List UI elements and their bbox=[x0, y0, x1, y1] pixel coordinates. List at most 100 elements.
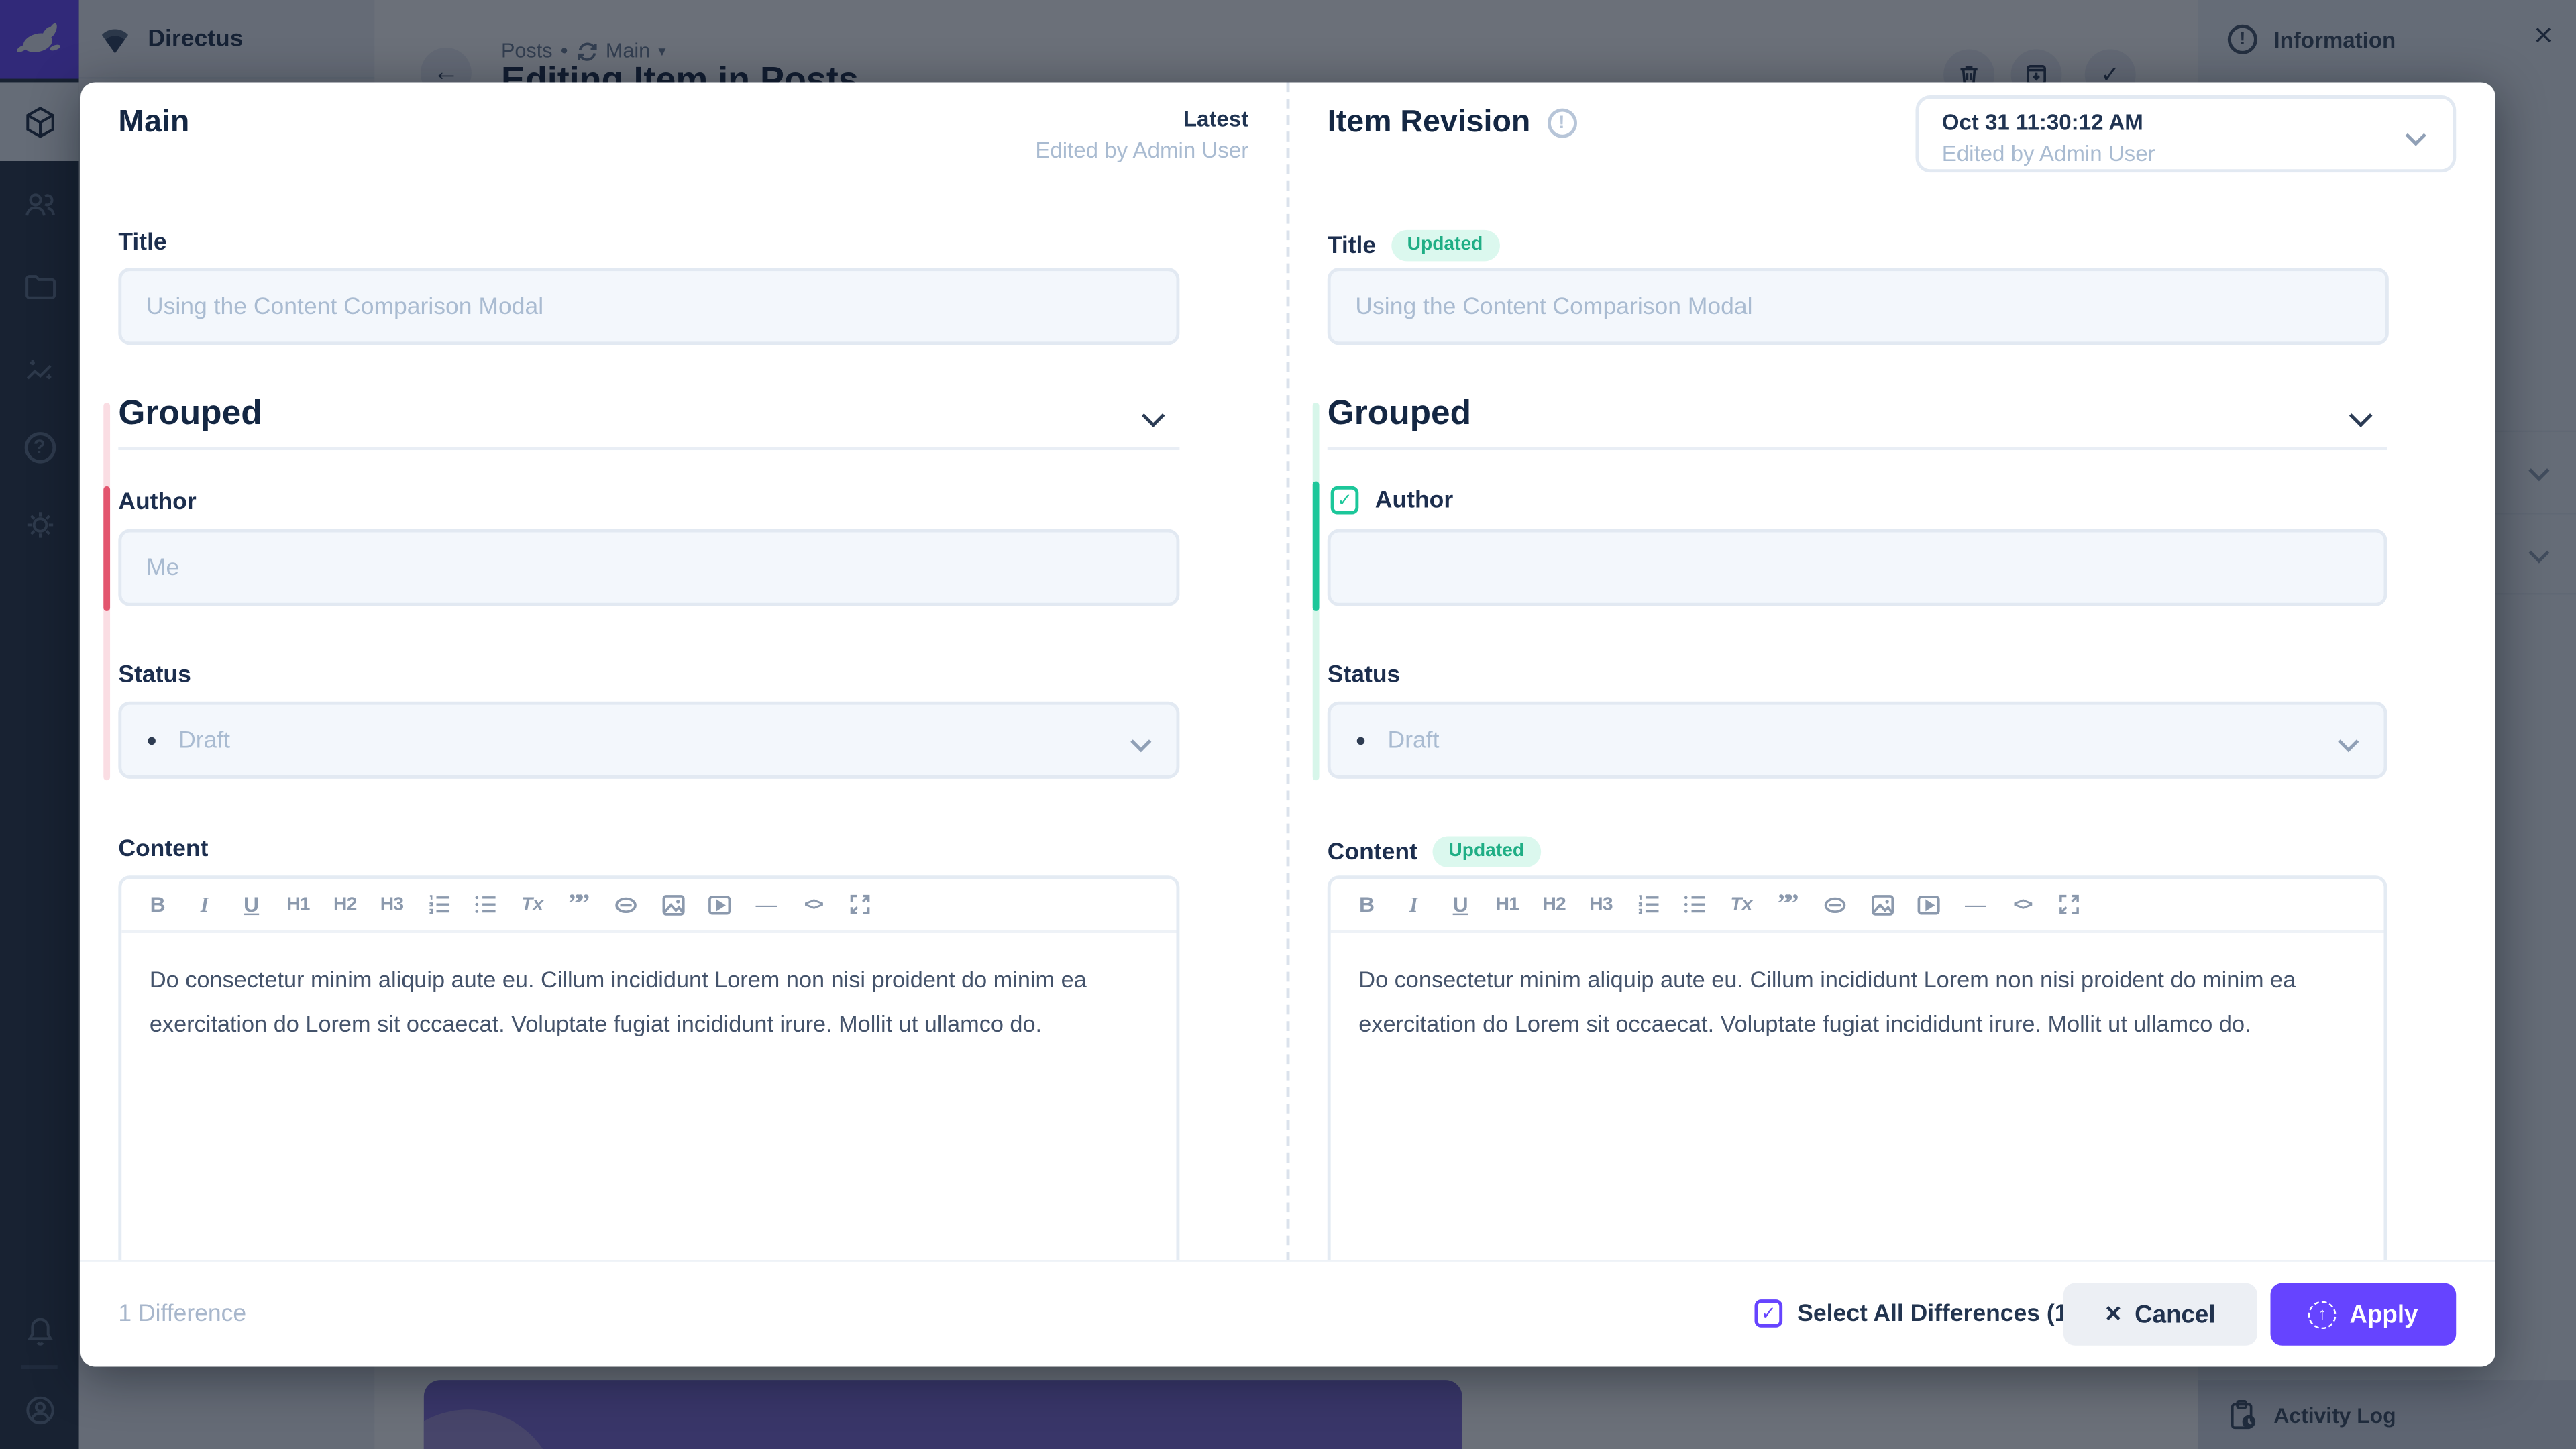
blockquote-button[interactable]: ”” bbox=[1777, 890, 1799, 918]
h2-button[interactable]: H2 bbox=[1542, 894, 1566, 914]
apply-label: Apply bbox=[2349, 1300, 2418, 1329]
version-meta: Latest Edited by Admin User bbox=[1035, 107, 1248, 162]
link-icon[interactable] bbox=[1820, 892, 1849, 918]
cancel-x-icon: × bbox=[2105, 1297, 2122, 1330]
edited-by-label: Edited by Admin User bbox=[1035, 138, 1249, 163]
content-field-label: Content Updated bbox=[1327, 836, 1541, 868]
difference-count: 1 Difference bbox=[118, 1301, 247, 1328]
clear-format-button[interactable]: Tx bbox=[521, 894, 543, 914]
grouped-section-heading: Grouped bbox=[118, 394, 262, 433]
h3-button[interactable]: H3 bbox=[380, 894, 404, 914]
content-editor[interactable]: B I U H1 H2 H3 Tx bbox=[1327, 875, 2387, 1262]
rich-text-toolbar: B I U H1 H2 H3 Tx bbox=[1330, 879, 2384, 934]
group-accent-bar-removed bbox=[103, 402, 111, 781]
cancel-button[interactable]: × Cancel bbox=[2063, 1283, 2257, 1346]
revision-select-dropdown[interactable]: Oct 31 11:30:12 AM Edited by Admin User bbox=[1915, 95, 2457, 173]
title-label-text: Title bbox=[1327, 232, 1377, 259]
clear-format-button[interactable]: Tx bbox=[1730, 894, 1753, 914]
select-all-row: ✓ Select All Differences (1/1) bbox=[1754, 1299, 2096, 1328]
title-input-value: Using the Content Comparison Modal bbox=[1355, 293, 1753, 320]
content-editor-text[interactable]: Do consectetur minim aliquip aute eu. Ci… bbox=[1358, 966, 2296, 1037]
revision-pane-title-text: Item Revision bbox=[1327, 105, 1531, 140]
video-icon[interactable] bbox=[705, 892, 735, 918]
apply-icon: ↑ bbox=[2308, 1300, 2337, 1329]
fullscreen-icon[interactable] bbox=[845, 892, 875, 917]
content-editor[interactable]: B I U H1 H2 H3 Tx bbox=[118, 875, 1180, 1262]
chevron-down-icon[interactable] bbox=[2349, 404, 2373, 427]
video-icon[interactable] bbox=[1914, 892, 1943, 918]
author-diff-accent-added bbox=[1312, 481, 1320, 612]
horizontal-rule-button[interactable]: — bbox=[1964, 892, 1986, 917]
status-dot-icon: ● bbox=[146, 730, 158, 750]
author-diff-checkbox[interactable]: ✓ bbox=[1330, 486, 1359, 515]
status-select[interactable]: ● Draft bbox=[1327, 701, 2387, 779]
chevron-down-icon bbox=[2338, 731, 2359, 753]
h3-button[interactable]: H3 bbox=[1589, 894, 1613, 914]
author-input[interactable]: Me bbox=[118, 529, 1180, 606]
h2-button[interactable]: H2 bbox=[333, 894, 357, 914]
h1-button[interactable]: H1 bbox=[1495, 894, 1519, 914]
status-select[interactable]: ● Draft bbox=[118, 701, 1180, 779]
chevron-down-icon bbox=[1130, 731, 1152, 753]
revision-pane: Item Revision ! Oct 31 11:30:12 AM Edite… bbox=[1288, 82, 2496, 1262]
modal-footer: 1 Difference ✓ Select All Differences (1… bbox=[80, 1261, 2496, 1367]
author-diff-row: ✓ Author bbox=[1330, 486, 1454, 515]
blockquote-button[interactable]: ”” bbox=[568, 890, 590, 918]
revision-date: Oct 31 11:30:12 AM bbox=[1941, 110, 2143, 135]
horizontal-rule-button[interactable]: — bbox=[755, 892, 777, 917]
author-input[interactable] bbox=[1327, 529, 2387, 606]
underline-button[interactable]: U bbox=[244, 892, 260, 917]
author-input-value: Me bbox=[146, 554, 180, 581]
select-all-checkbox[interactable]: ✓ bbox=[1754, 1299, 1783, 1328]
ordered-list-icon[interactable] bbox=[1633, 892, 1662, 917]
ordered-list-icon[interactable] bbox=[424, 892, 453, 917]
pane-title-main: Main bbox=[118, 105, 190, 140]
bullet-list-icon[interactable] bbox=[471, 892, 500, 917]
fullscreen-icon[interactable] bbox=[2054, 892, 2084, 917]
main-version-pane: Main Latest Edited by Admin User Title U… bbox=[80, 82, 1288, 1262]
chevron-down-icon[interactable] bbox=[1141, 404, 1165, 427]
bullet-list-icon[interactable] bbox=[1680, 892, 1709, 917]
title-input[interactable]: Using the Content Comparison Modal bbox=[118, 268, 1180, 345]
author-field-label: Author bbox=[118, 489, 197, 516]
group-divider bbox=[118, 447, 1180, 451]
content-field-label: Content bbox=[118, 836, 209, 863]
updated-badge: Updated bbox=[1391, 229, 1499, 262]
author-diff-accent-removed bbox=[103, 486, 111, 612]
image-icon[interactable] bbox=[1867, 892, 1896, 918]
italic-button[interactable]: I bbox=[200, 891, 209, 916]
pane-divider-dashed bbox=[1286, 82, 1290, 1262]
link-icon[interactable] bbox=[611, 892, 641, 918]
image-icon[interactable] bbox=[658, 892, 688, 918]
title-input[interactable]: Using the Content Comparison Modal bbox=[1327, 268, 2389, 345]
group-accent-bar-added bbox=[1312, 402, 1320, 781]
apply-button[interactable]: ↑ Apply bbox=[2270, 1283, 2457, 1346]
code-button[interactable]: <> bbox=[2013, 894, 2033, 914]
italic-button[interactable]: I bbox=[1409, 891, 1418, 916]
content-editor-text[interactable]: Do consectetur minim aliquip aute eu. Ci… bbox=[149, 966, 1087, 1037]
status-value: Draft bbox=[178, 727, 231, 753]
content-comparison-modal: Main Latest Edited by Admin User Title U… bbox=[80, 82, 2496, 1367]
bold-button[interactable]: B bbox=[1359, 892, 1375, 917]
status-dot-icon: ● bbox=[1355, 730, 1366, 750]
title-input-value: Using the Content Comparison Modal bbox=[146, 293, 544, 320]
group-divider bbox=[1327, 447, 2387, 451]
revision-info-icon[interactable]: ! bbox=[1546, 108, 1576, 138]
code-button[interactable]: <> bbox=[804, 894, 824, 914]
bold-button[interactable]: B bbox=[150, 892, 166, 917]
h1-button[interactable]: H1 bbox=[286, 894, 310, 914]
title-field-label: Title bbox=[118, 229, 167, 257]
status-field-label: Status bbox=[118, 661, 191, 689]
status-value: Draft bbox=[1387, 727, 1440, 753]
pane-title-revision: Item Revision ! bbox=[1328, 105, 1576, 142]
rich-text-toolbar: B I U H1 H2 H3 Tx bbox=[121, 879, 1177, 934]
author-field-label: Author bbox=[1375, 487, 1454, 514]
revision-edited-by: Edited by Admin User bbox=[1941, 141, 2155, 166]
updated-badge: Updated bbox=[1432, 836, 1541, 868]
underline-button[interactable]: U bbox=[1452, 892, 1468, 917]
select-all-label: Select All Differences (1/1) bbox=[1797, 1300, 2096, 1327]
title-field-label: Title Updated bbox=[1327, 229, 1499, 262]
content-label-text: Content bbox=[1327, 839, 1417, 865]
status-field-label: Status bbox=[1327, 661, 1401, 689]
cancel-label: Cancel bbox=[2135, 1300, 2216, 1329]
